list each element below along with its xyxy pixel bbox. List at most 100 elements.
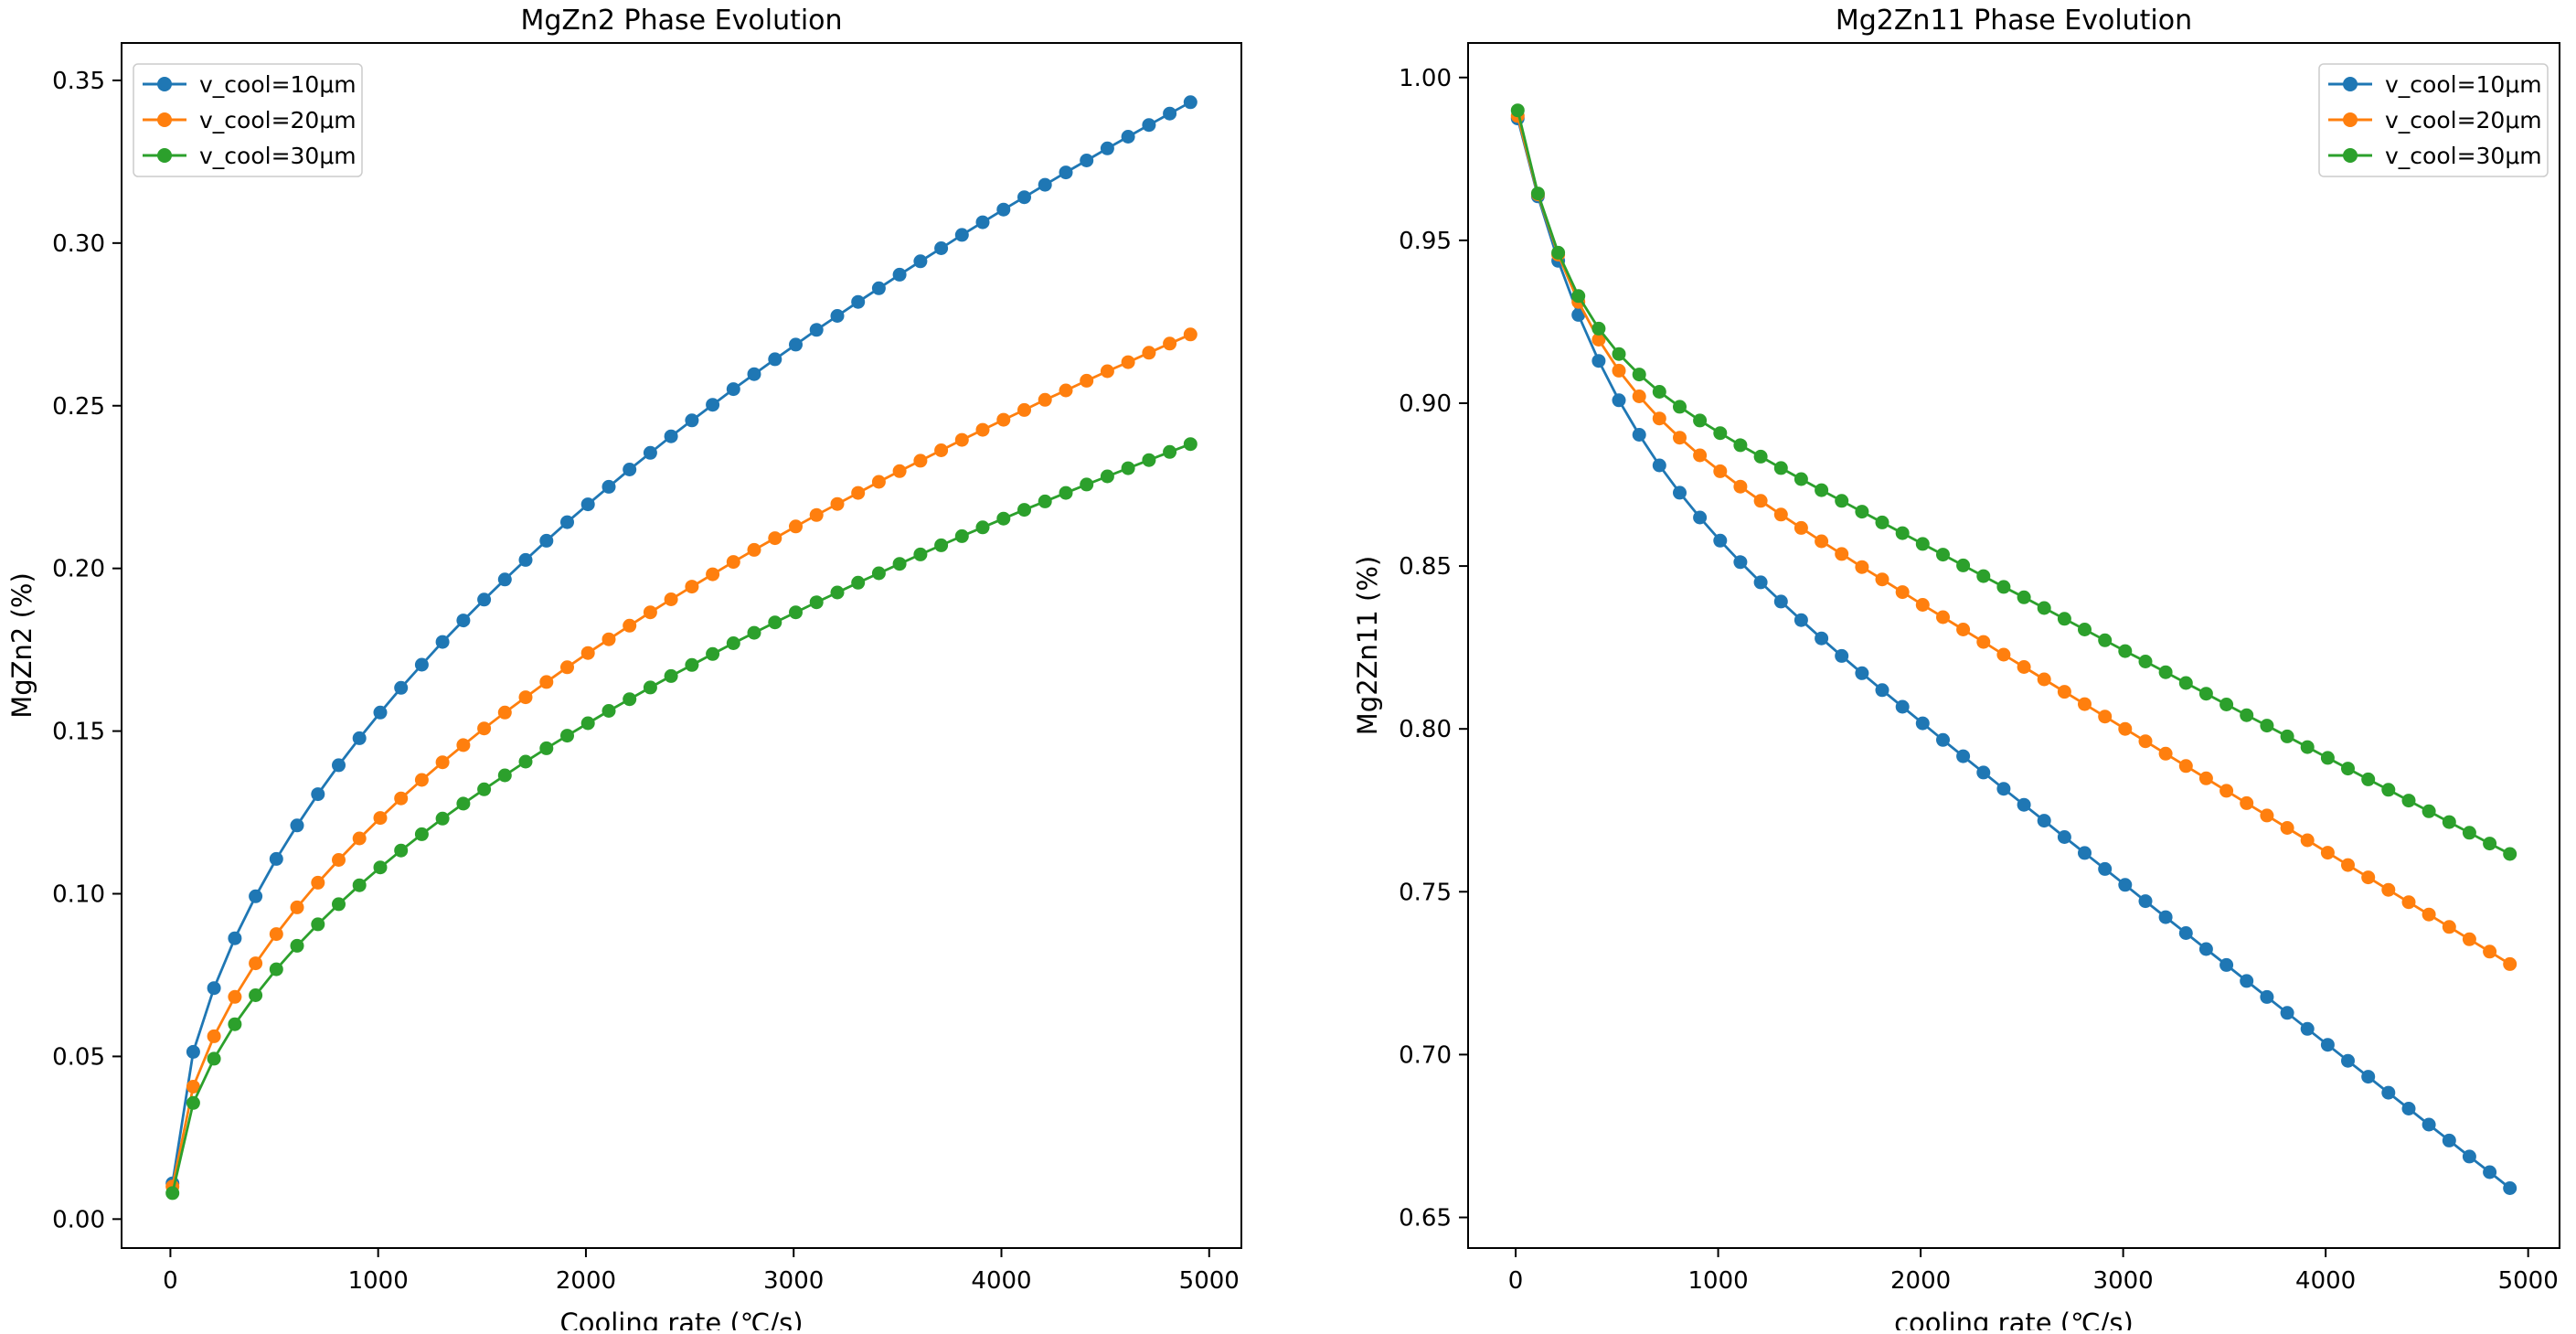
data-point-marker	[1652, 411, 1666, 426]
data-point-marker	[2341, 858, 2355, 872]
data-point-marker	[352, 731, 367, 745]
data-point-marker	[518, 552, 533, 567]
data-point-marker	[1713, 533, 1728, 548]
data-point-marker	[851, 575, 866, 590]
data-point-marker	[1855, 666, 1869, 680]
data-point-marker	[954, 528, 969, 543]
data-point-marker	[1996, 580, 2011, 594]
series-line	[1516, 118, 2511, 1190]
data-point-marker	[2158, 665, 2173, 679]
data-point-marker	[1956, 749, 1971, 763]
data-point-marker	[2260, 719, 2274, 733]
x-tick-label: 0	[1508, 1267, 1524, 1295]
data-point-marker	[2178, 676, 2193, 690]
data-point-marker	[664, 592, 678, 606]
legend-box	[133, 63, 363, 177]
data-point-marker	[290, 938, 304, 953]
data-point-marker	[2503, 847, 2517, 861]
y-tick-label: 0.85	[1399, 553, 1452, 581]
data-point-marker	[913, 454, 928, 468]
data-point-marker	[2381, 882, 2396, 897]
data-point-marker	[332, 853, 346, 867]
plot-spines	[121, 42, 1242, 1249]
data-point-marker	[2401, 1102, 2416, 1115]
data-point-marker	[207, 1029, 221, 1043]
data-point-marker	[249, 988, 263, 1002]
data-point-marker	[435, 635, 450, 649]
y-axis-label: Mg2Zn11 (%)	[1352, 556, 1383, 735]
y-tick-label: 1.00	[1399, 65, 1452, 92]
legend[interactable]: v_cool=10μm v_cool=20μm v_cool=30μm	[2318, 63, 2549, 177]
legend[interactable]: v_cool=10μm v_cool=20μm v_cool=30μm	[133, 63, 363, 177]
data-point-marker	[2017, 660, 2031, 674]
data-point-marker	[1835, 648, 1849, 663]
data-point-marker	[290, 818, 304, 833]
data-point-marker	[1956, 623, 1971, 636]
data-point-marker	[2361, 1070, 2376, 1084]
chart-title: MgZn2 Phase Evolution	[520, 5, 842, 37]
data-point-marker	[2381, 1085, 2396, 1100]
data-point-marker	[2503, 1181, 2517, 1195]
y-axis-label: MgZn2 (%)	[6, 572, 37, 719]
data-point-marker	[892, 557, 907, 571]
data-point-marker	[685, 580, 699, 594]
data-point-marker	[435, 755, 450, 770]
data-point-marker	[1100, 364, 1114, 379]
data-point-marker	[913, 254, 928, 269]
data-point-marker	[2057, 612, 2071, 626]
data-point-marker	[2320, 1038, 2335, 1052]
data-point-marker	[1753, 575, 1768, 590]
data-point-marker	[996, 412, 1011, 427]
data-point-marker	[1976, 635, 1991, 649]
data-point-marker	[2401, 895, 2416, 910]
data-point-marker	[830, 496, 845, 511]
data-point-marker	[2098, 710, 2113, 724]
data-point-marker	[560, 660, 574, 675]
data-point-marker	[1753, 494, 1768, 508]
data-point-marker	[1915, 716, 1930, 731]
data-point-marker	[414, 827, 429, 841]
data-point-marker	[2219, 698, 2234, 711]
data-point-marker	[934, 443, 949, 457]
data-point-marker	[435, 811, 450, 826]
data-point-marker	[2483, 1165, 2497, 1179]
data-point-marker	[664, 668, 678, 683]
series-line	[171, 333, 1191, 1187]
data-point-marker	[1530, 187, 1545, 201]
data-point-marker	[1059, 486, 1073, 500]
data-point-marker	[768, 615, 782, 630]
data-point-marker	[2280, 729, 2294, 743]
data-point-marker	[1100, 469, 1114, 484]
data-point-marker	[2037, 672, 2051, 687]
data-point-marker	[747, 367, 761, 381]
data-point-marker	[1612, 393, 1626, 408]
data-point-marker	[809, 507, 824, 522]
data-point-marker	[706, 646, 720, 661]
data-point-marker	[228, 1017, 242, 1031]
data-point-marker	[954, 228, 969, 242]
data-point-marker	[789, 605, 803, 620]
x-tick-label: 3000	[2093, 1267, 2154, 1295]
data-point-marker	[394, 843, 409, 858]
data-point-marker	[2240, 795, 2254, 810]
data-point-marker	[685, 657, 699, 672]
data-point-marker	[2320, 751, 2335, 765]
data-point-marker	[1571, 289, 1586, 304]
data-point-marker	[249, 956, 263, 971]
data-point-marker	[539, 741, 554, 755]
data-point-marker	[2483, 837, 2497, 851]
legend-marker-icon	[2343, 148, 2358, 163]
data-point-marker	[2138, 894, 2153, 909]
data-point-marker	[1632, 428, 1646, 442]
data-point-marker	[1121, 355, 1135, 369]
data-point-marker	[1080, 373, 1094, 388]
data-point-marker	[1059, 165, 1073, 180]
data-point-marker	[2078, 697, 2092, 711]
data-point-marker	[2483, 944, 2497, 959]
data-point-marker	[643, 680, 657, 695]
data-point-marker	[643, 445, 657, 460]
chart-1: 0 1000 2000 3000 4000 5000 0.65 0.70 0.75 0.80 0.8…	[1352, 5, 2560, 1334]
x-tick-label: 1000	[1687, 1267, 1748, 1295]
data-point-marker	[809, 595, 824, 610]
data-point-marker	[1875, 572, 1889, 587]
